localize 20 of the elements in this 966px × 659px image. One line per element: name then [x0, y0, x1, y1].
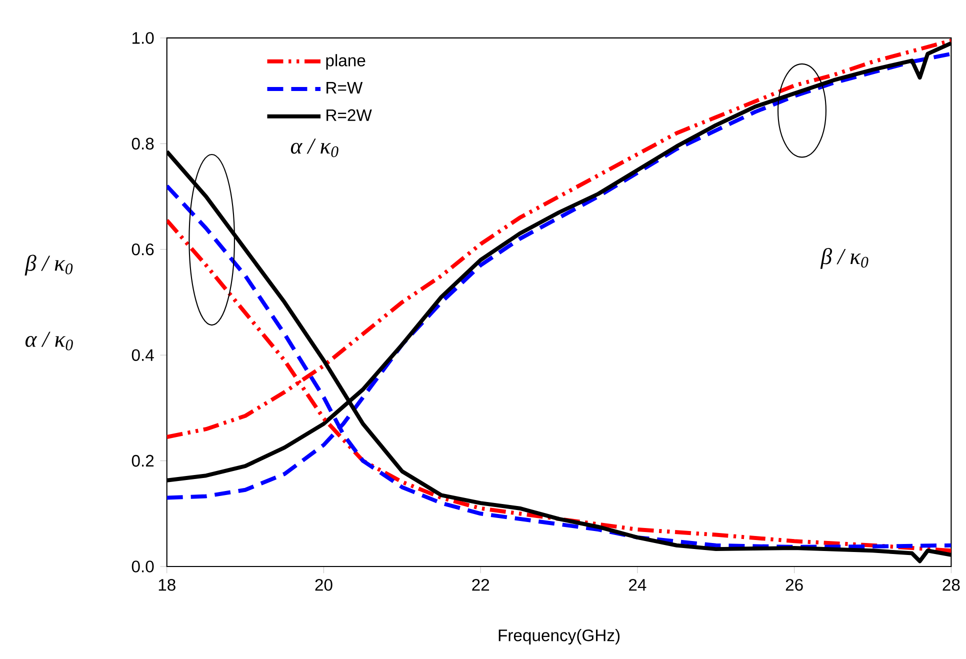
x-tick-label: 20 [315, 578, 332, 591]
legend-label: R=2W [326, 109, 372, 121]
x-tick-label: 18 [158, 578, 176, 591]
x-tick-label: 26 [786, 578, 803, 591]
x-axis-title: Frequency(GHz) [498, 628, 620, 644]
annotation: α / κ$_{0}$ [290, 138, 338, 157]
legend-label: R=W [326, 82, 363, 94]
y-tick-label: 0.0 [132, 560, 154, 572]
y-tick-label: 0.8 [132, 138, 154, 150]
legend-label: plane [326, 54, 366, 70]
y-tick-label: 1.0 [132, 32, 154, 44]
y-axis-title: β / κ$_{0}$ [24, 254, 73, 276]
annotation: β / κ$_{0}$ [820, 248, 868, 269]
text: α / κ$_{0}$ [25, 332, 73, 350]
y-tick-label: 0.4 [132, 349, 154, 361]
y-tick-label: 0.6 [132, 243, 154, 256]
x-tick-label: 22 [472, 578, 490, 590]
x-tick-label: 24 [629, 578, 646, 590]
y-tick-label: 0.2 [132, 454, 154, 466]
x-tick-label: 28 [942, 578, 960, 591]
